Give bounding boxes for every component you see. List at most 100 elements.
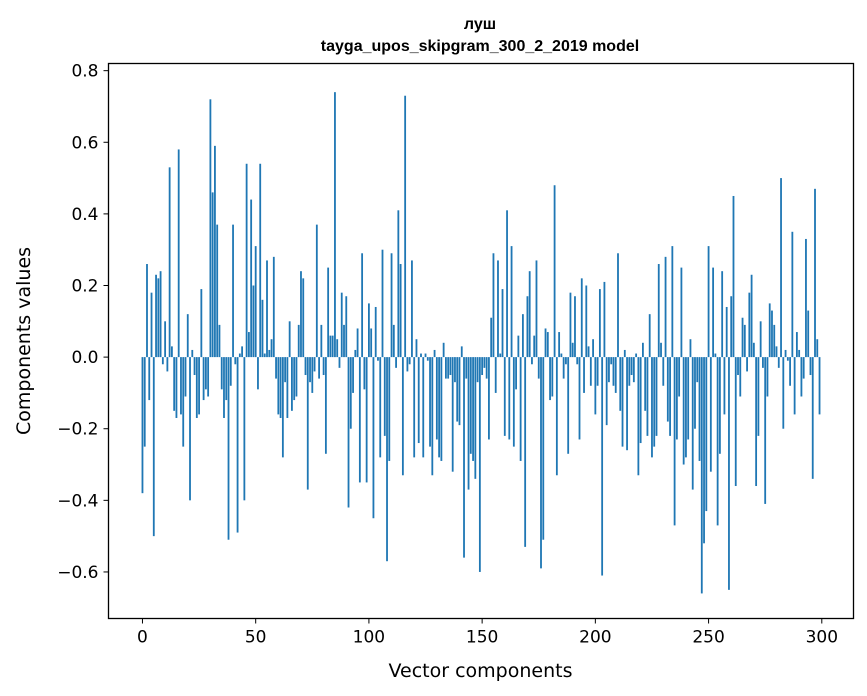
bar-289 <box>795 332 798 358</box>
bar-149 <box>478 357 481 572</box>
bar-83 <box>329 335 332 358</box>
bar-227 <box>655 357 658 436</box>
x-tick-label: 300 <box>806 628 838 648</box>
bar-211 <box>619 357 622 411</box>
bar-117 <box>406 357 409 372</box>
bar-95 <box>356 328 359 358</box>
bar-126 <box>426 357 429 361</box>
bar-273 <box>759 321 762 358</box>
bar-220 <box>639 357 642 444</box>
bar-215 <box>628 357 631 386</box>
bar-274 <box>762 357 764 368</box>
bar-299 <box>818 357 821 415</box>
bar-198 <box>589 357 592 386</box>
bar-125 <box>424 353 427 358</box>
chart-title-line-1: луш <box>464 16 496 33</box>
y-tick-label: 0.6 <box>71 133 98 153</box>
bar-1 <box>143 357 146 447</box>
bar-75 <box>311 357 314 393</box>
bar-112 <box>395 357 397 368</box>
bar-26 <box>200 289 203 358</box>
bar-38 <box>227 357 230 540</box>
bar-129 <box>433 349 436 358</box>
bar-54 <box>263 353 266 358</box>
bar-65 <box>288 321 291 358</box>
bar-34 <box>218 324 221 358</box>
bar-127 <box>429 357 431 447</box>
bar-101 <box>370 328 373 358</box>
bar-196 <box>585 285 588 358</box>
bar-256 <box>721 271 724 358</box>
bar-35 <box>220 357 223 390</box>
bar-139 <box>456 357 459 422</box>
bar-258 <box>725 306 728 358</box>
bar-96 <box>358 357 361 483</box>
bar-80 <box>322 357 325 376</box>
bar-146 <box>472 357 474 461</box>
bar-251 <box>709 357 712 472</box>
bar-145 <box>469 357 472 454</box>
bar-194 <box>580 278 583 358</box>
bar-50 <box>254 246 257 358</box>
y-tick-label: 0.4 <box>71 205 98 225</box>
bar-79 <box>320 324 323 358</box>
bar-85 <box>334 92 336 358</box>
bar-192 <box>576 357 579 365</box>
bar-288 <box>793 357 796 415</box>
bar-100 <box>368 303 370 358</box>
bar-47 <box>247 332 250 358</box>
bar-151 <box>483 357 486 368</box>
bar-40 <box>232 224 234 358</box>
y-tick-label: 0.2 <box>71 277 98 297</box>
bar-213 <box>623 349 626 358</box>
bar-46 <box>245 163 248 358</box>
bar-297 <box>814 188 816 358</box>
bar-11 <box>166 357 169 372</box>
bar-280 <box>775 346 778 358</box>
bar-278 <box>771 310 773 358</box>
bar-135 <box>447 357 450 379</box>
bar-143 <box>465 357 468 379</box>
bar-44 <box>241 346 244 358</box>
bar-74 <box>309 357 311 383</box>
bar-67 <box>293 357 296 401</box>
bar-253 <box>714 353 717 358</box>
bar-286 <box>789 357 791 386</box>
bar-160 <box>503 357 506 436</box>
bar-226 <box>653 357 656 447</box>
bar-242 <box>689 339 692 358</box>
bar-104 <box>377 357 379 361</box>
bar-12 <box>168 167 171 358</box>
bar-111 <box>392 324 395 358</box>
bar-250 <box>707 246 710 358</box>
x-tick-label: 50 <box>245 628 267 648</box>
bar-152 <box>485 357 488 379</box>
bar-205 <box>605 357 608 426</box>
y-tick-label: −0.4 <box>57 491 98 511</box>
bar-99 <box>365 357 368 483</box>
bar-190 <box>571 342 574 358</box>
bar-208 <box>612 357 615 386</box>
bar-142 <box>463 357 465 558</box>
x-tick-label: 100 <box>353 628 385 648</box>
bar-128 <box>431 357 434 476</box>
bar-150 <box>481 357 484 376</box>
bar-189 <box>569 292 572 358</box>
bar-115 <box>401 357 404 476</box>
bar-193 <box>578 357 581 440</box>
bar-136 <box>449 357 452 376</box>
bar-25 <box>198 357 200 415</box>
bar-236 <box>675 357 678 440</box>
y-tick-label: 0.8 <box>71 62 98 82</box>
bar-116 <box>404 95 407 358</box>
x-axis-ticks: 0 50 100 150 200 250 300 <box>137 618 838 648</box>
bar-260 <box>730 296 733 358</box>
bar-246 <box>698 357 701 461</box>
x-tick-label: 200 <box>579 628 611 648</box>
bar-285 <box>786 357 789 361</box>
bar-124 <box>422 357 425 458</box>
bar-187 <box>565 357 567 365</box>
bar-28 <box>204 357 207 390</box>
bar-259 <box>728 357 730 590</box>
bar-181 <box>551 357 554 397</box>
